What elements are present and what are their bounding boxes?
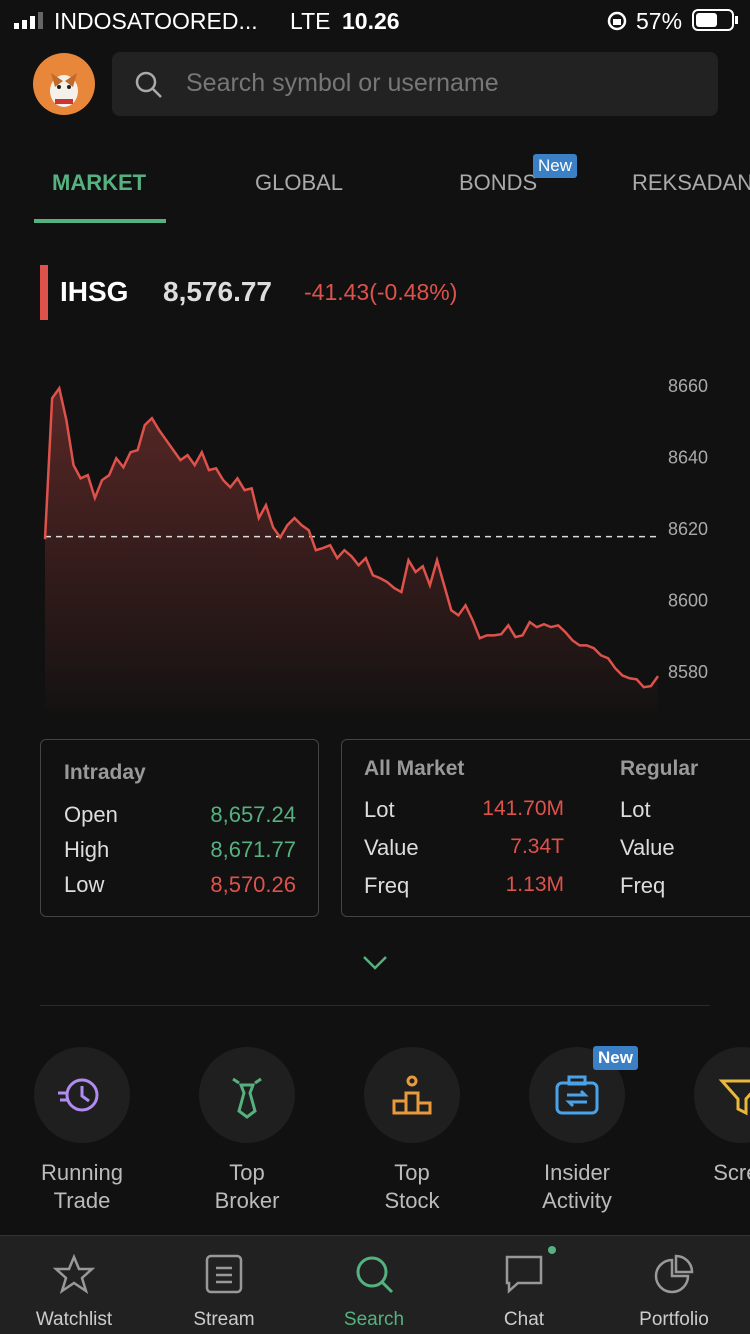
y-tick-label: 8640 bbox=[668, 447, 708, 467]
index-marker bbox=[40, 265, 48, 320]
area bbox=[45, 388, 658, 709]
search-placeholder: Search symbol or username bbox=[186, 69, 499, 97]
nav-label[interactable]: Chat bbox=[503, 1309, 545, 1330]
row-label: Freq bbox=[364, 873, 410, 898]
shortcut-button[interactable] bbox=[34, 1047, 130, 1143]
nav-icon[interactable] bbox=[354, 1254, 394, 1294]
bottom-nav: Watchlist Stream Search Chat Portfolio bbox=[0, 1235, 750, 1334]
expand-chevron[interactable] bbox=[362, 953, 388, 976]
tab-underline bbox=[34, 219, 166, 223]
avatar[interactable] bbox=[33, 53, 95, 115]
nav-label[interactable]: Search bbox=[343, 1309, 405, 1330]
row-value: 141.70M bbox=[482, 797, 564, 820]
tab[interactable]: BONDS bbox=[459, 170, 538, 195]
shortcut-label: Top bbox=[394, 1160, 430, 1185]
shortcut-button[interactable] bbox=[529, 1047, 625, 1143]
intraday-box: Intraday Open 8,657.24 High 8,671.77 Low 8,57… bbox=[40, 739, 319, 917]
rotation-lock bbox=[606, 10, 628, 37]
shortcut-button[interactable] bbox=[199, 1047, 295, 1143]
badge: New bbox=[533, 154, 578, 178]
shortcut-label: Insider bbox=[543, 1160, 611, 1185]
y-tick-label: 8580 bbox=[668, 662, 708, 682]
box-title: All Market bbox=[364, 757, 465, 780]
divider bbox=[40, 1005, 710, 1006]
index-chart: 8580 8600 8620 8640 8660 bbox=[43, 376, 708, 709]
signal bbox=[14, 12, 48, 35]
row-value: 8,657.24 bbox=[210, 802, 296, 827]
shortcut-button[interactable] bbox=[364, 1047, 460, 1143]
index-value: 8,576.77 bbox=[163, 276, 272, 307]
line bbox=[43, 385, 660, 689]
clock: 10.26 bbox=[342, 8, 400, 34]
row-label: Lot bbox=[364, 797, 395, 822]
row-label: High bbox=[64, 837, 110, 862]
network: LTE bbox=[290, 8, 331, 34]
row-label: Value bbox=[620, 835, 675, 860]
y-tick-label: 8600 bbox=[668, 590, 708, 610]
row-value: 7.34T bbox=[510, 835, 564, 858]
shortcut-label: Stock bbox=[384, 1188, 440, 1213]
shortcut-label: Activity bbox=[542, 1188, 612, 1213]
tab[interactable]: MARKET bbox=[52, 170, 147, 195]
y-tick-label: 8660 bbox=[668, 376, 708, 396]
row-value: 1.13M bbox=[505, 873, 564, 896]
shortcut-label: Trade bbox=[53, 1188, 111, 1213]
shortcut-label: Broker bbox=[214, 1188, 280, 1213]
index-change: -41.43(-0.48%) bbox=[304, 279, 458, 305]
nav-icon[interactable] bbox=[504, 1254, 544, 1294]
row-label: Lot bbox=[620, 797, 651, 822]
nav-icon[interactable] bbox=[52, 1253, 96, 1294]
row-label: Freq bbox=[620, 873, 666, 898]
carrier: INDOSATOORED... bbox=[54, 8, 258, 34]
badge: New bbox=[593, 1046, 638, 1070]
tab[interactable]: REKSADAN bbox=[632, 170, 750, 195]
row-label: Open bbox=[64, 802, 118, 827]
tab[interactable]: GLOBAL bbox=[255, 170, 344, 195]
shortcut-label: Top bbox=[229, 1160, 265, 1185]
nav-label[interactable]: Watchlist bbox=[35, 1309, 113, 1330]
shortcut-button[interactable] bbox=[694, 1047, 750, 1143]
index-name: IHSG bbox=[60, 276, 129, 307]
search-box[interactable]: Search symbol or username bbox=[112, 52, 718, 116]
shortcut-label: Running bbox=[41, 1160, 123, 1185]
row-value: 8,570.26 bbox=[210, 872, 296, 897]
shortcut-label: Scree bbox=[713, 1160, 750, 1185]
nav-label[interactable]: Portfolio bbox=[639, 1309, 709, 1330]
box-title: Intraday bbox=[64, 761, 146, 784]
row-label: Low bbox=[64, 872, 105, 897]
box-title: Regular bbox=[620, 757, 699, 780]
row-value: 8,671.77 bbox=[210, 837, 296, 862]
notification-dot bbox=[548, 1246, 556, 1254]
nav-label[interactable]: Stream bbox=[193, 1309, 255, 1330]
y-tick-label: 8620 bbox=[668, 519, 708, 539]
market-box: All Market Regular Lot 141.70M Value 7.34T F… bbox=[341, 739, 750, 917]
nav-icon[interactable] bbox=[204, 1254, 244, 1294]
nav-icon[interactable] bbox=[654, 1254, 694, 1294]
battery bbox=[692, 9, 740, 36]
row-label: Value bbox=[364, 835, 419, 860]
battery-level: 57% bbox=[636, 8, 683, 34]
